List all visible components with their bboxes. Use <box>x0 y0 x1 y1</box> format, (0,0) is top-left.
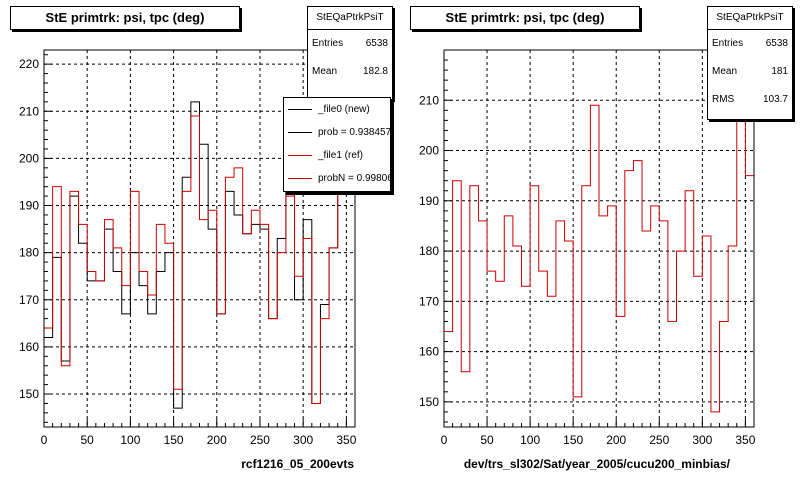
right-x-tick-label: 150 <box>563 433 583 447</box>
right-y-tick-label: 190 <box>419 194 439 208</box>
right-y-tick-label: 160 <box>419 345 439 359</box>
right-y-tick-label: 150 <box>419 395 439 409</box>
right-plot-title: StE primtrk: psi, tpc (deg) <box>410 6 640 30</box>
left-stats-name: StEQaPtrkPsiT <box>308 7 392 30</box>
right-y-tick-label: 180 <box>419 244 439 258</box>
left-stats-entries-label: Entries <box>312 38 344 49</box>
legend-label-file0: _file0 (new) <box>318 104 370 115</box>
right-stats-entries-label: Entries <box>712 38 744 49</box>
left-stats-entries-row: Entries 6538 <box>308 30 392 58</box>
right-x-axis-title: dev/trs_sl302/Sat/year_2005/cucu200_minb… <box>463 457 730 471</box>
right-histogram: 0 50 100 150 200 250 300 350 150 160 170 180 190 200 2… <box>419 49 756 447</box>
right-stats-mean-value: 181 <box>771 66 788 77</box>
right-stats-name: StEQaPtrkPsiT <box>708 7 792 30</box>
right-x-tick-label: 0 <box>441 433 448 447</box>
left-x-tick-label: 100 <box>120 433 140 447</box>
right-stats-mean-label: Mean <box>712 66 738 77</box>
legend-swatch-file1 <box>288 155 312 156</box>
legend-swatch-prob <box>288 132 312 133</box>
left-x-axis-title: rcf1216_05_200evts <box>241 457 354 471</box>
left-series-file1 <box>44 110 355 404</box>
left-frame <box>43 49 356 428</box>
left-x-tick-label: 150 <box>164 433 184 447</box>
left-y-tick-label: 190 <box>19 199 39 213</box>
left-y-tick-label: 160 <box>19 340 39 354</box>
right-stats-entries-value: 6538 <box>765 38 788 49</box>
legend-swatch-probn <box>288 178 312 179</box>
legend-swatch-file0 <box>288 109 312 110</box>
legend-label-probn: probN = 0.99806 <box>318 173 391 184</box>
left-x-tick-label: 0 <box>41 433 48 447</box>
right-y-tick-label: 210 <box>419 93 439 107</box>
right-stats-rms-value: 103.7 <box>762 94 788 105</box>
right-frame <box>443 49 755 428</box>
right-x-tick-label: 50 <box>480 433 494 447</box>
left-x-tick-label: 350 <box>336 433 356 447</box>
right-x-tick-label: 350 <box>735 433 755 447</box>
right-stats-entries-row: Entries 6538 <box>708 30 792 58</box>
left-y-tick-label: 180 <box>19 246 39 260</box>
left-x-tick-label: 200 <box>207 433 227 447</box>
left-stats-mean-row: Mean 182.8 <box>308 58 392 86</box>
left-y-tick-label: 150 <box>19 387 39 401</box>
legend-entry-probn: probN = 0.99806 <box>284 167 390 190</box>
left-y-tick-label: 210 <box>19 104 39 118</box>
right-x-tick-label: 200 <box>606 433 626 447</box>
left-x-tick-label: 50 <box>81 433 95 447</box>
right-stats-mean-row: Mean 181 <box>708 58 792 86</box>
legend-entry-file0: _file0 (new) <box>284 98 390 121</box>
right-stats-rms-label: RMS <box>712 94 735 105</box>
right-y-tick-label: 170 <box>419 294 439 308</box>
right-stats-rms-row: RMS 103.7 <box>708 86 792 114</box>
left-stats-entries-value: 6538 <box>365 38 388 49</box>
right-series-file1 <box>444 99 754 413</box>
legend-entry-prob: prob = 0.938457 <box>284 121 390 144</box>
right-x-tick-label: 300 <box>692 433 712 447</box>
left-x-tick-label: 300 <box>293 433 313 447</box>
left-plot-title: StE primtrk: psi, tpc (deg) <box>10 6 240 30</box>
left-legend: _file0 (new) prob = 0.938457 _file1 (ref… <box>283 97 391 192</box>
right-x-tick-label: 250 <box>649 433 669 447</box>
legend-label-prob: prob = 0.938457 <box>318 127 391 138</box>
left-x-tick-label: 250 <box>250 433 270 447</box>
right-stats-box: StEQaPtrkPsiT Entries 6538 Mean 181 RMS 103… <box>707 6 793 120</box>
legend-label-file1: _file1 (ref) <box>318 150 364 161</box>
left-y-tick-label: 170 <box>19 293 39 307</box>
left-stats-box: StEQaPtrkPsiT Entries 6538 Mean 182.8 <box>307 6 393 100</box>
left-y-tick-label: 200 <box>19 151 39 165</box>
right-x-tick-label: 100 <box>520 433 540 447</box>
left-stats-mean-value: 182.8 <box>362 66 388 77</box>
legend-entry-file1: _file1 (ref) <box>284 144 390 167</box>
left-stats-mean-label: Mean <box>312 66 338 77</box>
left-y-tick-label: 220 <box>19 57 39 71</box>
right-y-tick-label: 200 <box>419 144 439 158</box>
